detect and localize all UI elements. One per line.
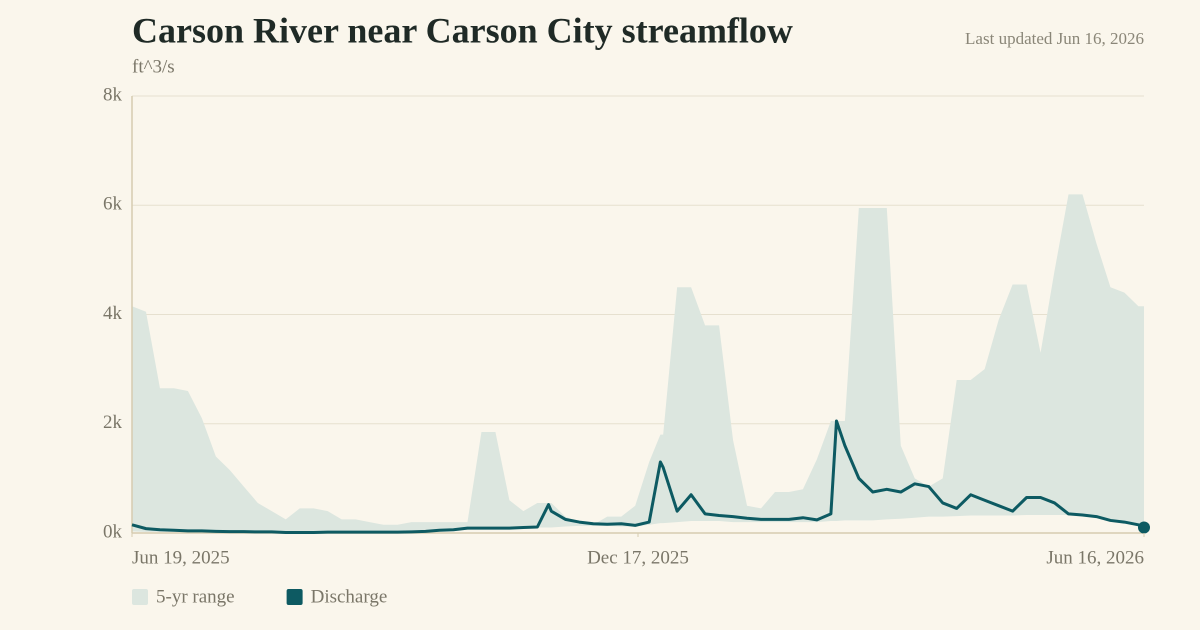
legend-swatch [286, 589, 303, 605]
y-tick-label: 2k [103, 412, 123, 433]
y-tick-label: 6k [103, 194, 123, 215]
x-tick-label: Dec 17, 2025 [587, 547, 689, 568]
y-axis-label: ft^3/s [132, 56, 175, 77]
last-point [1138, 521, 1150, 534]
y-tick-label: 4k [103, 303, 123, 324]
discharge-line [131, 419, 1145, 534]
chart-subtitle: Last updated Jun 16, 2026 [965, 29, 1144, 48]
y-tick-label: 0k [103, 521, 123, 542]
legend-swatch [132, 589, 148, 605]
legend-label: Discharge [311, 586, 388, 607]
x-tick-label: Jun 16, 2026 [1046, 547, 1144, 568]
range-area [132, 194, 1144, 533]
y-tick-label: 8k [103, 84, 123, 105]
x-tick-label: Jun 19, 2025 [132, 547, 230, 568]
chart-title: Carson River near Carson City streamflow [132, 10, 793, 50]
legend-label: 5-yr range [156, 586, 235, 607]
